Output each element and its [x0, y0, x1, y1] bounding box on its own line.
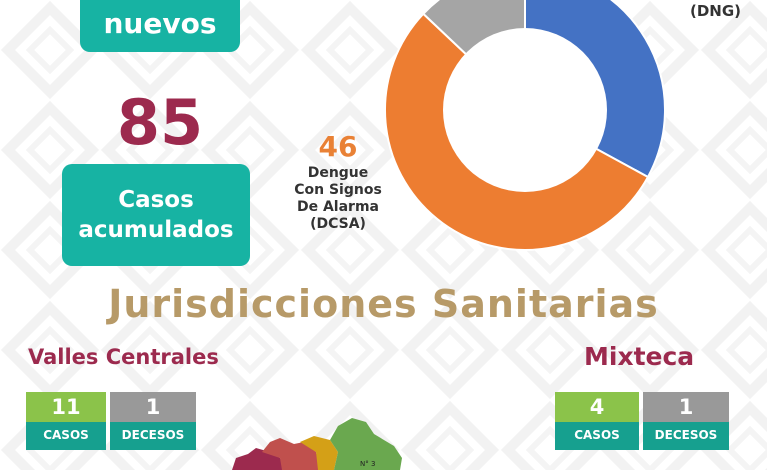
dcsa-label-line2: Con Signos	[294, 182, 382, 198]
donut-hole	[443, 28, 607, 192]
oaxaca-jurisdictions-map: N° 3	[232, 418, 402, 470]
acumulados-label-line2: acumulados	[78, 217, 234, 243]
acumulados-count: 85	[116, 86, 204, 159]
mixteca-casos-stat: 4 CASOS	[555, 392, 639, 450]
valles-casos-label: CASOS	[26, 422, 106, 450]
mixteca-casos-label: CASOS	[555, 422, 639, 450]
dcsa-label-line3: De Alarma	[296, 199, 379, 215]
valles-casos-stat: 11 CASOS	[26, 392, 106, 450]
valles-decesos-value: 1	[110, 392, 196, 422]
mixteca-decesos-value: 1	[643, 392, 729, 422]
dengue-donut-chart	[384, 0, 666, 251]
section-title: Jurisdicciones Sanitarias	[108, 282, 659, 326]
map-region-yellow	[300, 436, 338, 470]
valles-casos-value: 11	[26, 392, 106, 422]
dcsa-label-line4: (DCSA)	[310, 216, 366, 232]
region-mixteca-title: Mixteca	[584, 342, 695, 371]
nuevos-badge: nuevos	[80, 0, 240, 52]
dcsa-label-line1: Dengue	[307, 165, 369, 181]
map-region-green	[330, 418, 402, 470]
dng-label: (DNG)	[690, 2, 742, 20]
valles-decesos-stat: 1 DECESOS	[110, 392, 196, 450]
region-valles-centrales-title: Valles Centrales	[28, 345, 219, 369]
mixteca-decesos-stat: 1 DECESOS	[643, 392, 729, 450]
valles-decesos-label: DECESOS	[110, 422, 196, 450]
acumulados-badge: Casos acumulados	[62, 164, 250, 266]
dcsa-label: Dengue Con Signos De Alarma (DCSA)	[276, 165, 400, 233]
mixteca-decesos-label: DECESOS	[643, 422, 729, 450]
map-region-valles	[262, 438, 320, 470]
dcsa-value: 46	[318, 130, 358, 163]
mixteca-casos-value: 4	[555, 392, 639, 422]
map-region-label: N° 3	[360, 460, 375, 468]
acumulados-label-line1: Casos	[118, 187, 194, 213]
